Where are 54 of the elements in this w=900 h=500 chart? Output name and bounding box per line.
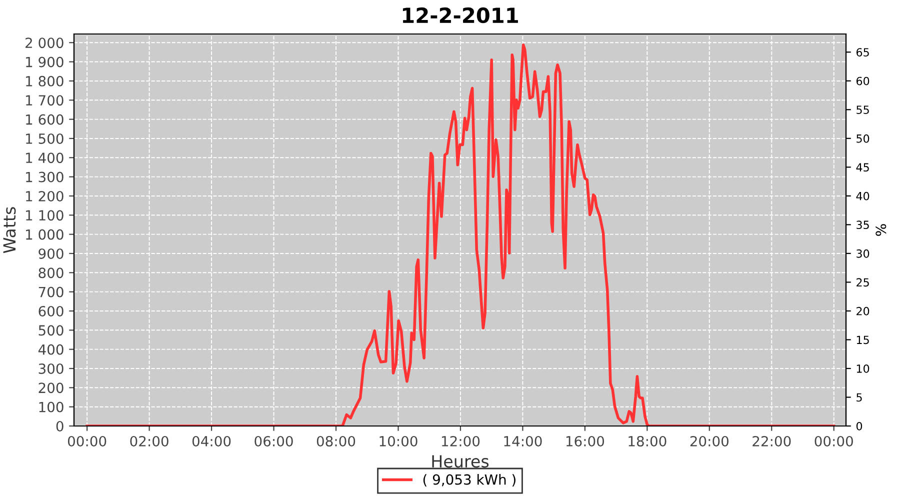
y-tick-label: 900 <box>38 248 64 259</box>
x-tick-label: 18:00 <box>628 436 666 446</box>
y-tick-label: 400 <box>38 344 64 355</box>
y-tick-label: 600 <box>38 306 64 316</box>
x-tick-label: 14:00 <box>504 436 542 446</box>
y2-tick-label: 35 <box>856 220 869 230</box>
y-tick-label: 500 <box>38 325 64 336</box>
y2-tick-label: 10 <box>856 364 870 373</box>
x-tick-label: 04:00 <box>192 436 231 446</box>
x-tick-label: 00:00 <box>814 436 853 446</box>
y2-tick-label: 0 <box>856 422 862 430</box>
y-tick-label: 1 700 <box>26 95 64 106</box>
y2-tick-label: 20 <box>856 306 870 316</box>
y2-tick-label: 55 <box>856 106 869 114</box>
x-tick-label: 22:00 <box>752 436 791 446</box>
y-tick-label: 1 000 <box>26 229 64 240</box>
y-tick-label: 200 <box>38 382 64 394</box>
y-tick-label: 700 <box>38 286 64 298</box>
y-tick-label: 1 800 <box>26 76 64 86</box>
x-tick-label: 00:00 <box>68 436 106 446</box>
y-tick-label: 1 100 <box>26 210 64 221</box>
y-tick-label: 1 400 <box>26 152 64 164</box>
y-tick-label: 1 600 <box>26 114 64 125</box>
y2-axis-title: % <box>876 224 886 236</box>
y-tick-label: 1 300 <box>26 172 64 182</box>
y-tick-label: 2 000 <box>26 38 64 48</box>
y-tick-label: 1 900 <box>26 56 64 68</box>
x-tick-label: 06:00 <box>254 436 293 446</box>
y2-tick-label: 40 <box>856 192 870 200</box>
y2-tick-label: 60 <box>856 76 870 86</box>
y2-tick-label: 5 <box>856 393 862 402</box>
x-tick-label: 12:00 <box>442 436 480 446</box>
y-axis-title: Watts <box>3 207 16 254</box>
x-tick-label: 02:00 <box>130 436 168 446</box>
x-tick-label: 10:00 <box>380 436 418 446</box>
y2-tick-label: 50 <box>856 134 870 143</box>
y2-tick-label: 15 <box>856 336 869 344</box>
y-tick-label: 1 200 <box>26 190 64 202</box>
y-tick-label: 100 <box>39 402 64 412</box>
x-tick-label: 08:00 <box>316 436 356 446</box>
y2-tick-label: 45 <box>856 163 869 172</box>
x-tick-label: 16:00 <box>566 436 604 446</box>
x-axis-title: Heures <box>432 455 489 468</box>
y2-tick-label: 65 <box>856 48 869 56</box>
y-tick-label: 0 <box>56 420 64 432</box>
x-tick-label: 20:00 <box>690 436 728 446</box>
line-series <box>86 44 836 426</box>
legend-label: ( 9,053 kWh ) <box>423 474 516 486</box>
y-tick-label: 300 <box>38 363 64 374</box>
y-tick-label: 800 <box>38 268 64 278</box>
y-tick-label: 1 500 <box>26 133 64 144</box>
y2-tick-label: 25 <box>856 278 869 287</box>
chart-title: 12-2-2011 <box>402 7 518 24</box>
y2-tick-label: 30 <box>856 249 870 258</box>
